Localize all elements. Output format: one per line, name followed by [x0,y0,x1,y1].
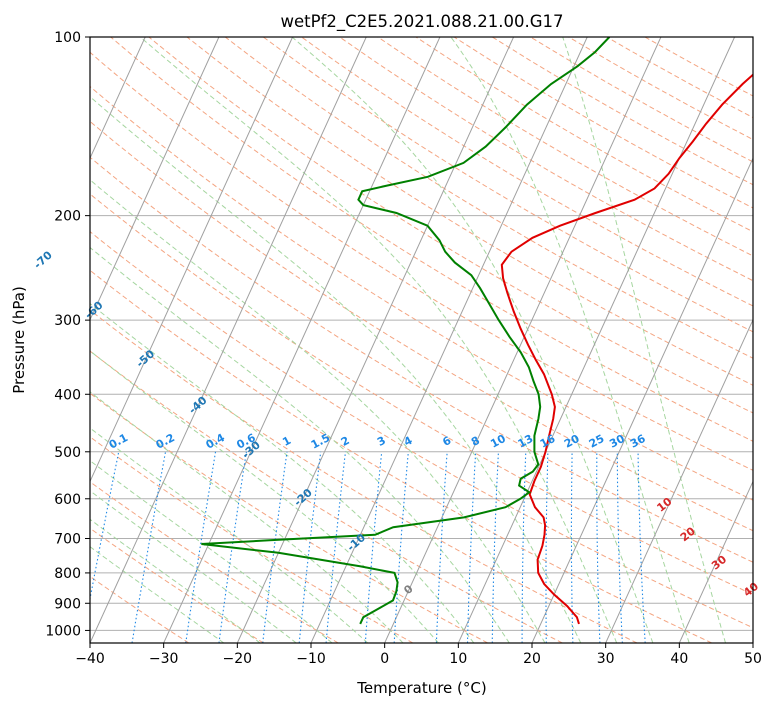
y-tick-label: 400 [54,387,81,403]
y-tick-label: 300 [54,313,81,329]
isotherm [90,37,146,160]
moist-adiabat [450,37,690,643]
x-tick-label: −10 [296,651,326,667]
isotherm [457,37,736,643]
isotherm [384,37,662,643]
isotherm [752,641,753,643]
isotherm [605,318,753,643]
x-tick-label: 50 [744,651,762,667]
isotherm [310,37,588,643]
mixing-ratio-label: 30 [607,432,627,451]
dry-adiabat [90,481,339,643]
chart-title: wetPf2_C2E5.2021.088.21.00.G17 [280,12,563,32]
dry-adiabat [90,85,753,501]
mixing-ratio-label: 16 [538,432,558,451]
isotherm [678,480,753,643]
x-tick-label: −40 [75,651,105,667]
isotherm [163,37,441,643]
y-tick-label: 1000 [45,623,81,639]
mixing-ratio-line [298,451,322,643]
mixing-ratio-line [637,451,646,643]
isotherm [90,37,294,483]
profile-series [201,37,753,625]
isotherm-label: -80 [0,200,4,223]
dry-adiabat [224,37,753,359]
temperature-profile [500,73,753,625]
isotherm [236,37,515,643]
y-tick-label: 100 [54,30,81,46]
x-tick-label: 20 [523,651,541,667]
mixing-ratio-label: 10 [488,432,508,451]
moist-adiabat [90,179,546,643]
dry-adiabat [90,231,753,629]
isotherm [531,156,753,643]
moist-adiabat [90,391,404,643]
plot-frame [89,36,754,644]
dry-adiabat [90,269,712,643]
y-tick-label: 700 [54,532,81,548]
x-tick-label: 10 [449,651,467,667]
moist-adiabat [90,546,225,643]
mixing-ratio-label: 13 [516,432,536,451]
mixing-ratio-label: 25 [587,432,607,451]
moist-adiabat [291,37,654,643]
y-tick-label: 500 [54,445,81,461]
axis-ticks: −40 −30 −20 −10 0 10 20 30 40 50 1000 900 800 700 600 5… [45,30,762,667]
dry-adiabat [110,37,753,442]
moist-adiabat [562,37,727,643]
x-tick-label: −20 [223,651,253,667]
x-tick-label: −30 [149,651,179,667]
isotherm [90,37,367,643]
mixing-ratio-line [325,451,347,643]
dry-adiabat [90,120,753,532]
dry-adiabat [90,350,563,643]
moist-adiabat [90,350,439,643]
y-tick-label: 800 [54,566,81,582]
moist-adiabat [90,246,510,643]
x-tick-label: 0 [380,651,389,667]
mixing-ratio-line [364,451,383,643]
dewpoint-profile [201,37,611,625]
y-tick-label: 900 [54,596,81,612]
plot-area [90,37,753,643]
background-lines [90,37,753,643]
y-axis-title: Pressure (hPa) [10,286,28,394]
isotherm [90,37,220,322]
dry-adiabat [90,575,190,643]
dry-adiabat [186,37,753,386]
mixing-ratio-label: 20 [562,432,582,451]
mixing-ratio-line [435,451,448,643]
y-tick-label: 600 [54,492,81,508]
mixing-ratio-label: 36 [628,432,648,451]
dry-adiabat [90,392,488,643]
moist-adiabat [139,37,618,643]
x-tick-label: 40 [670,651,688,667]
y-tick-label: 200 [54,209,81,225]
mixing-ratio-line [262,451,288,643]
mixing-ratio-line [218,451,247,643]
moist-adiabat [90,96,582,643]
mixing-ratio-line [393,451,409,643]
moist-adiabat [90,460,333,643]
x-tick-label: 30 [597,651,615,667]
x-axis-title: Temperature (°C) [356,679,486,697]
isotherm-label: -70 [31,248,55,271]
moist-adiabat [90,427,369,643]
